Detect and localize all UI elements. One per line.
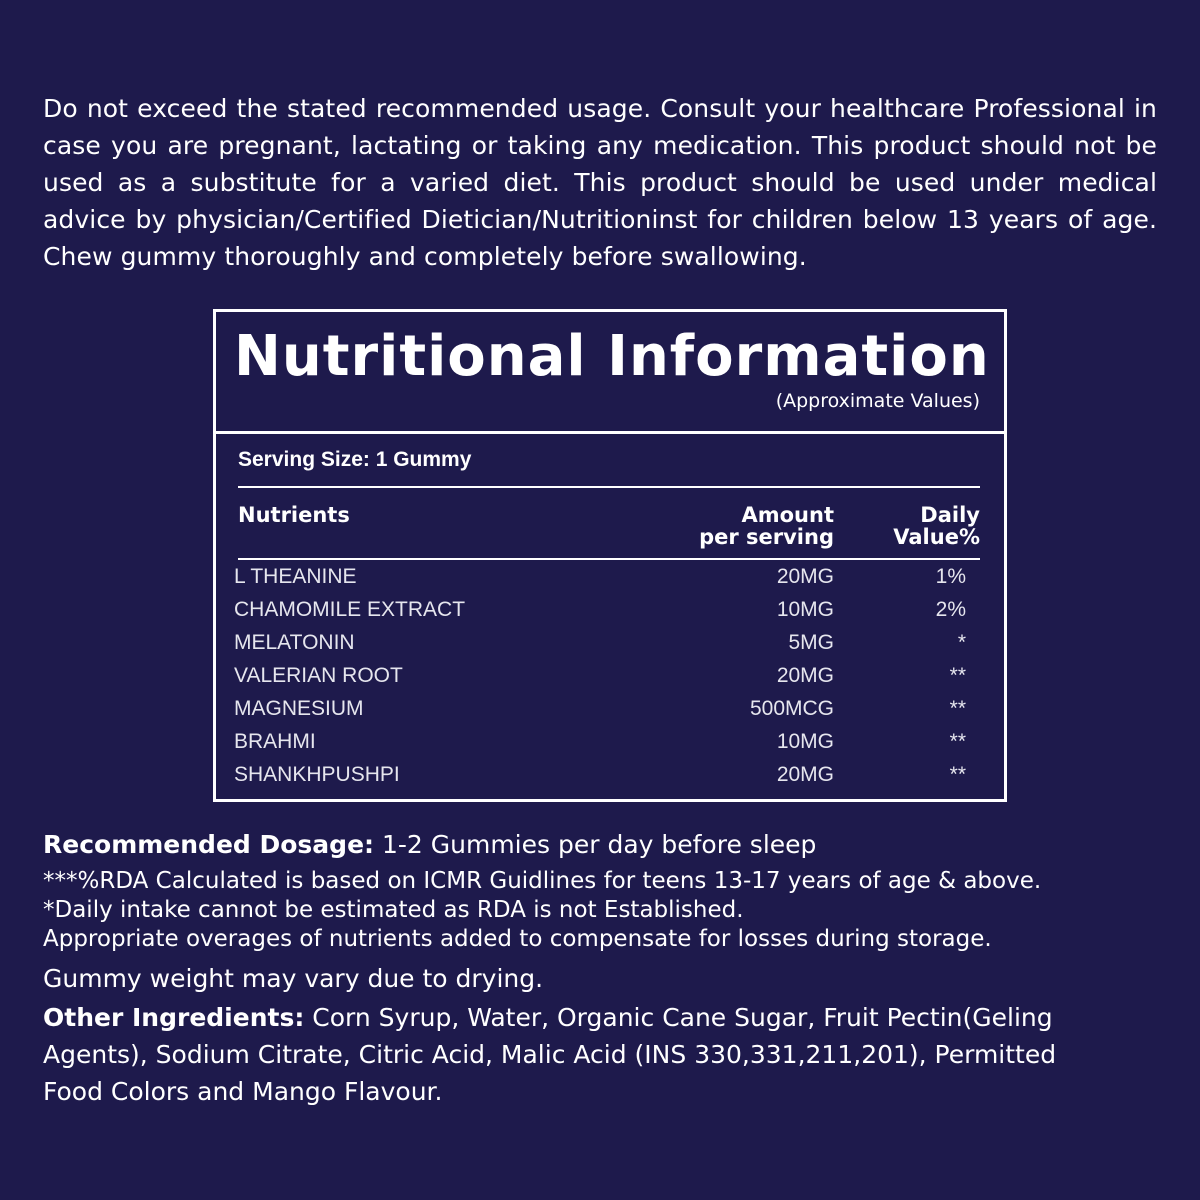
- footnote: ***%RDA Calculated is based on ICMR Guid…: [43, 868, 1042, 894]
- header-amount-line1: Amount: [741, 503, 834, 527]
- nutrient-amount: 20MG: [776, 763, 834, 786]
- header-amount: Amount per serving: [699, 504, 834, 548]
- serving-size: Serving Size: 1 Gummy: [238, 448, 472, 471]
- other-ingredients: Other Ingredients: Corn Syrup, Water, Or…: [43, 999, 1103, 1110]
- table-row: SHANKHPUSHPI 20MG **: [234, 763, 984, 796]
- header-dv-line1: Daily: [920, 503, 980, 527]
- nutrient-amount: 20MG: [776, 565, 834, 588]
- nutrient-name: L THEANINE: [234, 565, 357, 588]
- panel-title: Nutritional Information: [234, 324, 990, 389]
- weight-note: Gummy weight may vary due to drying.: [43, 964, 544, 993]
- other-ingredients-label: Other Ingredients:: [43, 1003, 305, 1032]
- nutrient-table: L THEANINE 20MG 1% CHAMOMILE EXTRACT 10MG 2%…: [234, 565, 984, 796]
- table-row: MELATONIN 5MG *: [234, 631, 984, 664]
- nutrient-dv: **: [949, 697, 966, 720]
- footnotes: ***%RDA Calculated is based on ICMR Guid…: [43, 867, 1157, 954]
- table-row: BRAHMI 10MG **: [234, 730, 984, 763]
- footnote: Appropriate overages of nutrients added …: [43, 926, 992, 952]
- nutrient-dv: 1%: [935, 565, 966, 588]
- table-row: VALERIAN ROOT 20MG **: [234, 664, 984, 697]
- nutrient-amount: 20MG: [776, 664, 834, 687]
- nutrient-amount: 10MG: [776, 730, 834, 753]
- header-daily-value: Daily Value%: [893, 504, 980, 548]
- header-amount-line2: per serving: [699, 525, 834, 549]
- recommended-dosage: Recommended Dosage: 1-2 Gummies per day …: [43, 826, 1157, 863]
- table-row: CHAMOMILE EXTRACT 10MG 2%: [234, 598, 984, 631]
- nutrient-name: SHANKHPUSHPI: [234, 763, 400, 786]
- table-row: MAGNESIUM 500MCG **: [234, 697, 984, 730]
- nutrient-dv: 2%: [935, 598, 966, 621]
- warning-text: Do not exceed the stated recommended usa…: [43, 94, 1157, 271]
- nutrient-dv: **: [949, 664, 966, 687]
- nutrient-dv: **: [949, 763, 966, 786]
- nutrient-dv: *: [957, 631, 966, 654]
- table-row: L THEANINE 20MG 1%: [234, 565, 984, 598]
- divider: [238, 486, 980, 488]
- other-ingredients-value: Corn Syrup, Water, Organic Cane Sugar, F…: [43, 1003, 1057, 1106]
- nutrient-name: MAGNESIUM: [234, 697, 364, 720]
- footnote: *Daily intake cannot be estimated as RDA…: [43, 897, 744, 923]
- nutrient-amount: 500MCG: [749, 697, 834, 720]
- header-dv-line2: Value%: [893, 525, 980, 549]
- nutrient-name: MELATONIN: [234, 631, 355, 654]
- nutrient-amount: 10MG: [776, 598, 834, 621]
- nutrient-name: VALERIAN ROOT: [234, 664, 403, 687]
- divider: [238, 558, 980, 560]
- nutrient-name: CHAMOMILE EXTRACT: [234, 598, 466, 621]
- divider: [216, 431, 1004, 434]
- nutrient-amount: 5MG: [788, 631, 834, 654]
- nutrient-name: BRAHMI: [234, 730, 316, 753]
- header-nutrients: Nutrients: [238, 503, 350, 527]
- dosage-label: Recommended Dosage:: [43, 830, 375, 859]
- nutrition-panel: Nutritional Information (Approximate Val…: [213, 309, 1007, 802]
- nutrient-dv: **: [949, 730, 966, 753]
- panel-subtitle: (Approximate Values): [775, 390, 980, 412]
- dosage-value: 1-2 Gummies per day before sleep: [374, 830, 817, 859]
